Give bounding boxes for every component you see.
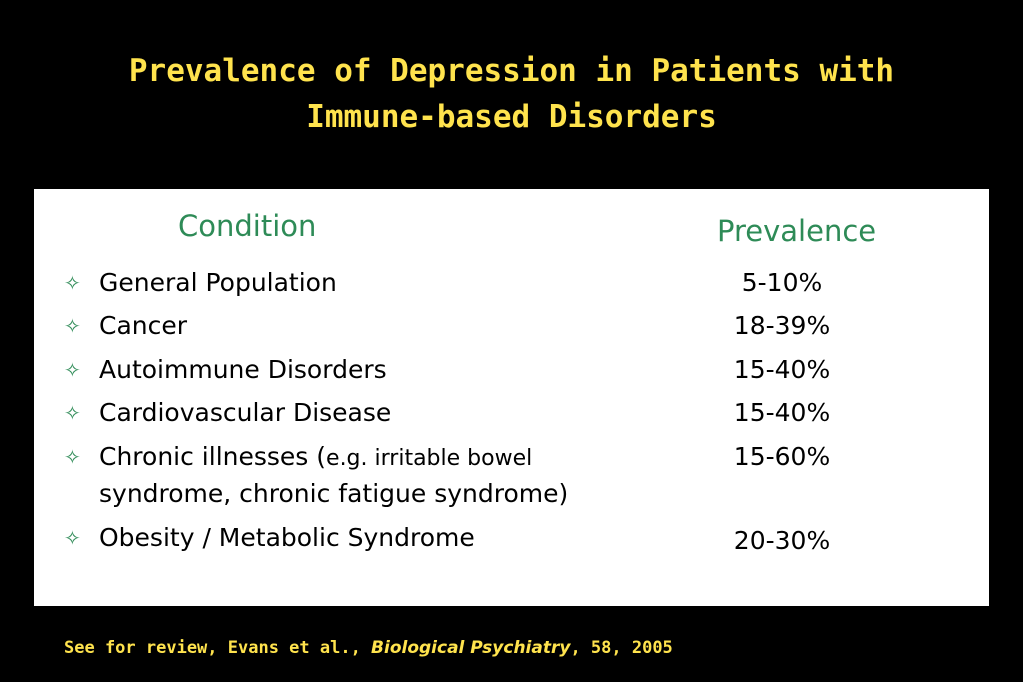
condition-label-main: Chronic illnesses ( bbox=[99, 442, 327, 471]
prevalence-value: 15-40% bbox=[733, 398, 831, 427]
prevalence-table: Condition Prevalence ✧ General Populatio… bbox=[34, 189, 989, 606]
star-bullet-icon: ✧ bbox=[64, 314, 81, 338]
condition-label: Obesity / Metabolic Syndrome bbox=[99, 523, 475, 552]
prevalence-value: 18-39% bbox=[733, 311, 831, 340]
condition-label: Autoimmune Disorders bbox=[99, 355, 387, 384]
citation-suffix: , 58, 2005 bbox=[570, 638, 673, 658]
slide-title-line-2: Immune-based Disorders bbox=[306, 99, 717, 135]
condition-label-detail: e.g. irritable bowel bbox=[326, 446, 533, 471]
slide-title: Prevalence of Depression in Patients wit… bbox=[0, 48, 1023, 140]
condition-label-line-2: syndrome, chronic fatigue syndrome) bbox=[99, 479, 569, 508]
prevalence-value: 20-30% bbox=[733, 526, 831, 555]
prevalence-column-header: Prevalence bbox=[717, 214, 877, 248]
condition-label: General Population bbox=[99, 268, 337, 297]
prevalence-value: 5-10% bbox=[741, 268, 823, 297]
condition-column-header: Condition bbox=[178, 209, 317, 243]
condition-label: Cancer bbox=[99, 311, 188, 340]
prevalence-value: 15-60% bbox=[733, 442, 831, 471]
star-bullet-icon: ✧ bbox=[64, 445, 81, 469]
prevalence-value: 15-40% bbox=[733, 355, 831, 384]
star-bullet-icon: ✧ bbox=[64, 401, 81, 425]
citation: See for review, Evans et al., Biological… bbox=[64, 635, 673, 661]
citation-journal: Biological Psychiatry bbox=[371, 638, 571, 658]
slide-title-line-1: Prevalence of Depression in Patients wit… bbox=[128, 53, 895, 89]
star-bullet-icon: ✧ bbox=[64, 271, 81, 295]
condition-label: Cardiovascular Disease bbox=[99, 398, 392, 427]
star-bullet-icon: ✧ bbox=[64, 358, 81, 382]
condition-label: Chronic illnesses (e.g. irritable bowel bbox=[99, 442, 659, 474]
citation-prefix: See for review, Evans et al., bbox=[64, 638, 372, 658]
star-bullet-icon: ✧ bbox=[64, 526, 81, 550]
